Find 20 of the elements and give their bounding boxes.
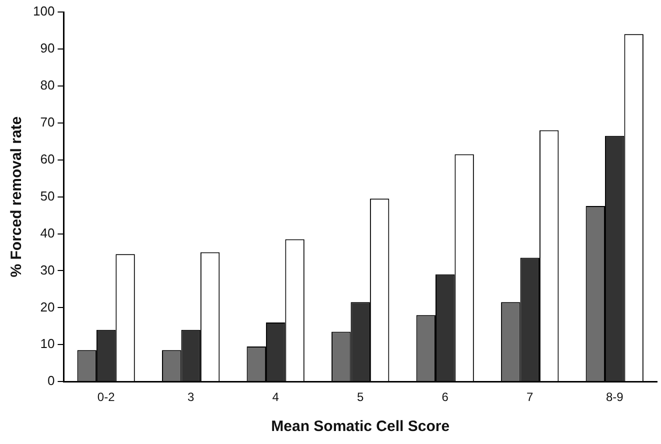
x-tick-label: 4 — [272, 390, 280, 404]
x-tick-label: 8-9 — [606, 390, 624, 404]
x-tick-label: 6 — [442, 390, 449, 404]
x-tick-label: 5 — [357, 390, 364, 404]
y-tick-label: 100 — [32, 4, 55, 19]
y-tick-label: 80 — [40, 78, 55, 92]
y-tick-label: 70 — [40, 114, 55, 130]
y-tick-label: 30 — [40, 262, 55, 278]
x-tick-label: 0-2 — [97, 390, 116, 404]
y-axis-title: % Forced removal rate — [8, 116, 26, 278]
x-axis-title: Mean Somatic Cell Score — [271, 418, 450, 436]
y-tick-label: 0 — [47, 373, 55, 388]
y-tick-label: 40 — [40, 225, 55, 240]
y-tick-label: 50 — [40, 188, 55, 204]
x-tick-label: 3 — [187, 390, 194, 404]
y-tick-label: 10 — [40, 336, 55, 352]
x-tick-label: 7 — [526, 390, 534, 404]
y-tick-label: 60 — [40, 151, 55, 166]
y-tick-label: 90 — [40, 40, 55, 56]
y-tick-label: 20 — [40, 299, 55, 314]
